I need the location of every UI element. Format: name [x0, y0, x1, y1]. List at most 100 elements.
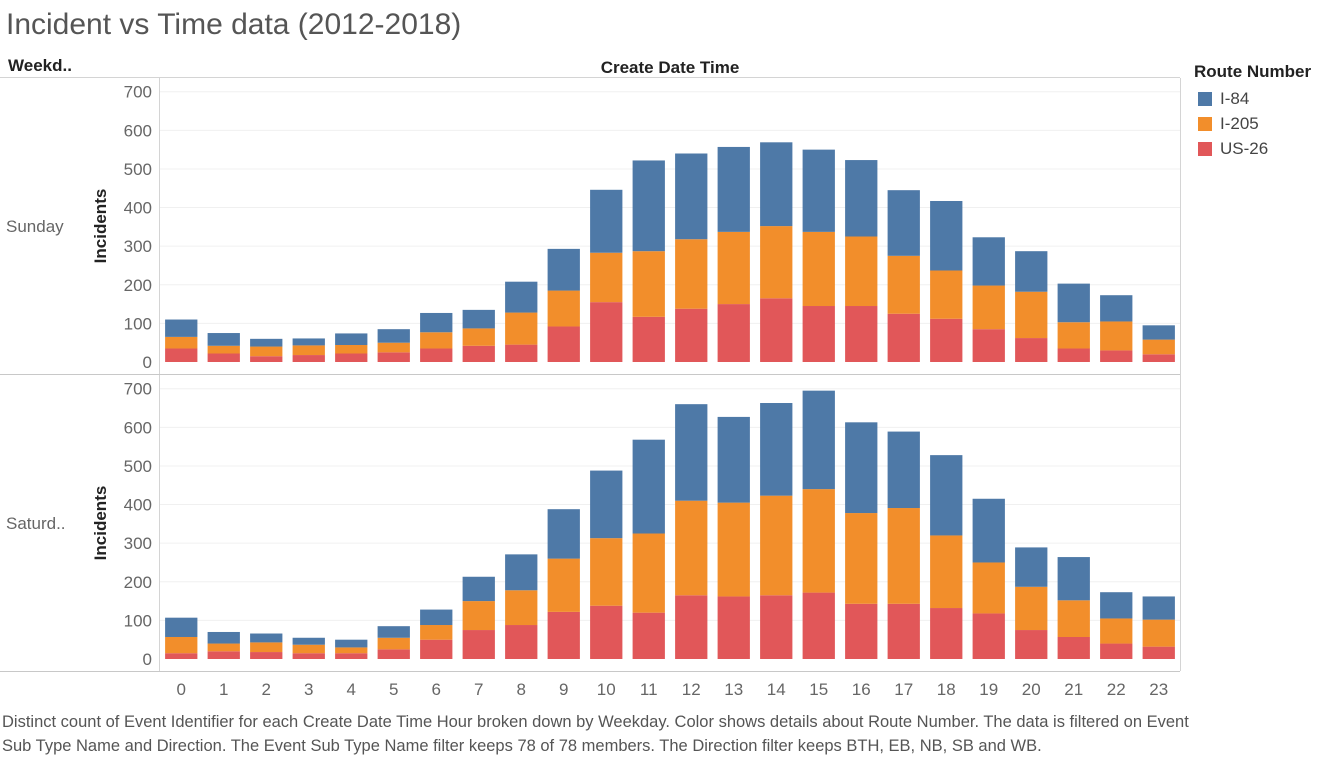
bar-us26-2[interactable] — [250, 356, 283, 362]
bar-us26-0[interactable] — [165, 348, 198, 362]
bar-i205-0[interactable] — [165, 336, 198, 349]
bar-us26-17[interactable] — [887, 313, 920, 362]
bar-us26-23[interactable] — [1142, 354, 1175, 362]
bar-i205-22[interactable] — [1100, 618, 1133, 644]
bar-us26-13[interactable] — [717, 304, 750, 362]
bar-i84-12[interactable] — [675, 153, 708, 240]
bar-i84-20[interactable] — [1015, 251, 1048, 292]
bar-i205-6[interactable] — [420, 332, 453, 349]
bar-i205-20[interactable] — [1015, 586, 1048, 631]
bar-i205-7[interactable] — [462, 601, 495, 631]
bar-i84-22[interactable] — [1100, 295, 1133, 322]
bar-i205-19[interactable] — [972, 562, 1005, 614]
bar-us26-5[interactable] — [377, 352, 410, 362]
bar-i205-0[interactable] — [165, 636, 198, 654]
bar-i84-14[interactable] — [760, 403, 793, 496]
legend-item-us26[interactable]: US-26 — [1194, 136, 1311, 161]
bar-i205-3[interactable] — [292, 345, 325, 356]
bar-us26-15[interactable] — [802, 592, 835, 659]
bar-i205-8[interactable] — [505, 312, 538, 345]
bar-i205-23[interactable] — [1142, 619, 1175, 647]
bar-us26-20[interactable] — [1015, 338, 1048, 362]
bar-i84-15[interactable] — [802, 390, 835, 490]
bar-i205-14[interactable] — [760, 226, 793, 299]
bar-i205-21[interactable] — [1057, 322, 1090, 349]
bar-i84-11[interactable] — [632, 439, 665, 534]
bar-us26-6[interactable] — [420, 348, 453, 362]
bar-i84-6[interactable] — [420, 609, 453, 626]
bar-i84-0[interactable] — [165, 319, 198, 337]
bar-i84-14[interactable] — [760, 142, 793, 227]
bar-i84-23[interactable] — [1142, 325, 1175, 340]
bar-us26-18[interactable] — [930, 608, 963, 659]
bar-i84-2[interactable] — [250, 633, 283, 643]
bar-i205-15[interactable] — [802, 231, 835, 307]
bar-us26-23[interactable] — [1142, 646, 1175, 659]
bar-us26-1[interactable] — [207, 353, 240, 362]
bar-i205-7[interactable] — [462, 328, 495, 346]
legend-item-i205[interactable]: I-205 — [1194, 111, 1311, 136]
bar-i84-8[interactable] — [505, 554, 538, 591]
legend-item-i84[interactable]: I-84 — [1194, 86, 1311, 111]
bar-i84-2[interactable] — [250, 338, 283, 347]
bar-us26-7[interactable] — [462, 630, 495, 659]
bar-i84-3[interactable] — [292, 338, 325, 346]
bar-i84-7[interactable] — [462, 576, 495, 602]
bar-i205-11[interactable] — [632, 533, 665, 613]
bar-us26-8[interactable] — [505, 344, 538, 362]
bar-i205-1[interactable] — [207, 345, 240, 354]
bar-i84-16[interactable] — [845, 160, 878, 237]
bar-i205-12[interactable] — [675, 500, 708, 596]
bar-us26-10[interactable] — [590, 302, 623, 362]
bar-i205-22[interactable] — [1100, 321, 1133, 351]
bar-i205-1[interactable] — [207, 643, 240, 652]
bar-i205-18[interactable] — [930, 270, 963, 319]
bar-i84-18[interactable] — [930, 455, 963, 536]
bar-i205-16[interactable] — [845, 513, 878, 604]
bar-i84-9[interactable] — [547, 248, 580, 291]
bar-us26-6[interactable] — [420, 639, 453, 659]
bar-us26-8[interactable] — [505, 625, 538, 659]
bar-i84-8[interactable] — [505, 281, 538, 313]
bar-i205-18[interactable] — [930, 535, 963, 609]
bar-i84-13[interactable] — [717, 146, 750, 232]
bar-i84-5[interactable] — [377, 626, 410, 638]
bar-i205-16[interactable] — [845, 236, 878, 307]
bar-us26-13[interactable] — [717, 596, 750, 659]
bar-i84-22[interactable] — [1100, 592, 1133, 619]
bar-i205-15[interactable] — [802, 489, 835, 593]
bar-i205-21[interactable] — [1057, 600, 1090, 637]
bar-i84-13[interactable] — [717, 416, 750, 503]
bar-i84-10[interactable] — [590, 470, 623, 539]
bar-i84-21[interactable] — [1057, 557, 1090, 601]
bar-i205-23[interactable] — [1142, 339, 1175, 355]
bar-us26-12[interactable] — [675, 308, 708, 362]
bar-i205-5[interactable] — [377, 342, 410, 353]
bar-i205-19[interactable] — [972, 285, 1005, 330]
bar-i84-17[interactable] — [887, 431, 920, 509]
bar-us26-16[interactable] — [845, 603, 878, 659]
row-header-weekday[interactable]: Weekd.. — [8, 56, 72, 75]
bar-i205-20[interactable] — [1015, 291, 1048, 339]
bar-us26-12[interactable] — [675, 595, 708, 659]
bar-us26-7[interactable] — [462, 345, 495, 362]
bar-i84-21[interactable] — [1057, 283, 1090, 323]
bar-i84-9[interactable] — [547, 509, 580, 559]
column-header-create-date-time[interactable]: Create Date Time — [600, 58, 740, 77]
bar-us26-2[interactable] — [250, 652, 283, 659]
bar-us26-20[interactable] — [1015, 630, 1048, 659]
bar-us26-18[interactable] — [930, 318, 963, 362]
bar-us26-16[interactable] — [845, 306, 878, 362]
bar-us26-4[interactable] — [335, 353, 368, 362]
bar-i84-12[interactable] — [675, 404, 708, 501]
bar-i205-12[interactable] — [675, 239, 708, 309]
bar-us26-11[interactable] — [632, 316, 665, 362]
bar-i205-13[interactable] — [717, 231, 750, 305]
bar-i84-17[interactable] — [887, 190, 920, 256]
bar-i205-2[interactable] — [250, 346, 283, 357]
bar-i84-15[interactable] — [802, 149, 835, 232]
bar-us26-14[interactable] — [760, 298, 793, 362]
bar-i205-6[interactable] — [420, 625, 453, 640]
bar-i205-10[interactable] — [590, 538, 623, 606]
bar-us26-3[interactable] — [292, 653, 325, 659]
